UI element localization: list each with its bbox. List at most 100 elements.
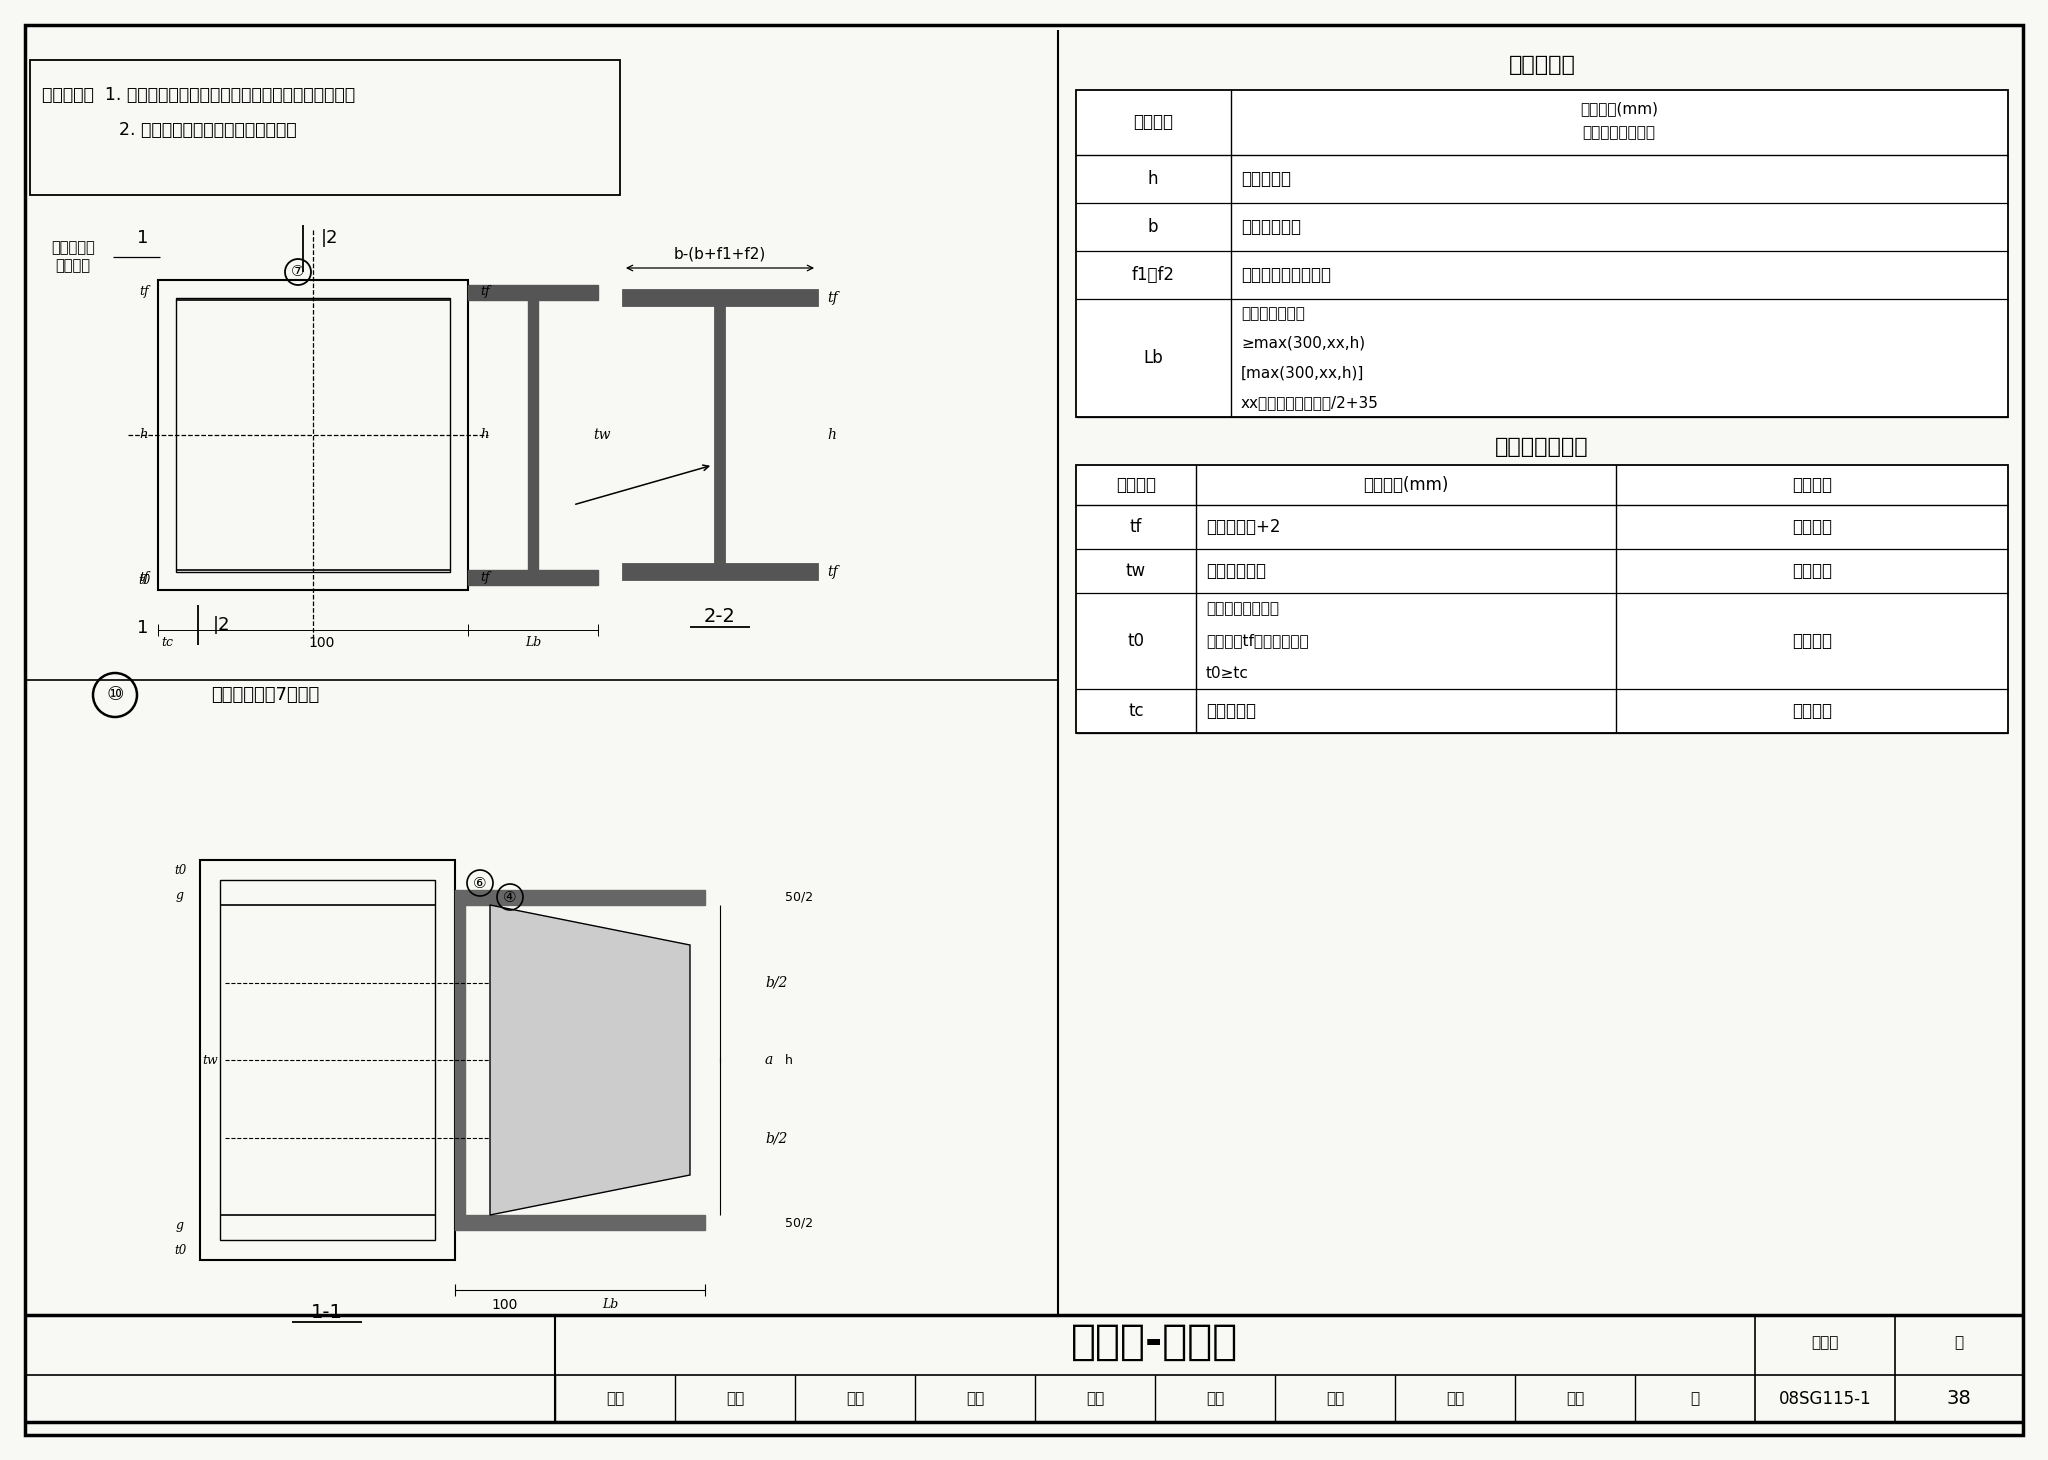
Text: 梁段连接长度：: 梁段连接长度： <box>1241 307 1305 321</box>
Text: tf: tf <box>139 571 150 584</box>
Text: f1、f2: f1、f2 <box>1130 266 1174 285</box>
Bar <box>528 299 539 569</box>
Text: 1-1: 1-1 <box>311 1302 342 1321</box>
Text: b: b <box>1147 218 1159 237</box>
Text: 未标注焊缝为7号焊缝: 未标注焊缝为7号焊缝 <box>211 686 319 704</box>
Text: ⑥: ⑥ <box>473 876 487 891</box>
Text: 取各方向tf的最大值，且: 取各方向tf的最大值，且 <box>1206 634 1309 648</box>
Text: xx一腹板拼接板长度/2+35: xx一腹板拼接板长度/2+35 <box>1241 394 1378 410</box>
Text: tw: tw <box>203 1054 217 1066</box>
Text: 梁截面高度: 梁截面高度 <box>1241 169 1290 188</box>
Text: tf: tf <box>479 571 489 584</box>
Text: 板厚符号: 板厚符号 <box>1116 476 1155 493</box>
Text: 1: 1 <box>137 619 150 637</box>
Bar <box>1075 464 2007 733</box>
Bar <box>715 307 725 564</box>
Text: 刘岩: 刘岩 <box>1085 1391 1104 1406</box>
Text: b/2: b/2 <box>766 1132 786 1145</box>
Text: t0≥tc: t0≥tc <box>1206 666 1249 680</box>
Text: 适用范围：  1. 多高层钢结构、钢－混凝土混合结构中的钢框架；: 适用范围： 1. 多高层钢结构、钢－混凝土混合结构中的钢框架； <box>43 86 354 104</box>
Text: tc: tc <box>1128 702 1145 720</box>
Text: 校对: 校对 <box>967 1391 985 1406</box>
Text: |2: |2 <box>213 616 231 634</box>
Text: 2-2: 2-2 <box>705 607 735 626</box>
Bar <box>623 564 817 580</box>
Text: 同梁腹板厚度: 同梁腹板厚度 <box>1206 562 1266 580</box>
Text: h: h <box>784 1054 793 1066</box>
Text: Lb: Lb <box>524 637 541 650</box>
Text: 100: 100 <box>309 637 336 650</box>
Text: g: g <box>176 1219 184 1231</box>
Text: Lb: Lb <box>602 1298 618 1311</box>
Bar <box>469 285 598 299</box>
Text: h: h <box>479 428 489 441</box>
Text: 板厚取值(mm): 板厚取值(mm) <box>1364 476 1448 493</box>
Text: tw: tw <box>594 428 610 442</box>
Bar <box>219 880 434 1240</box>
Text: t0: t0 <box>174 1244 186 1257</box>
Text: 王浩: 王浩 <box>1567 1391 1583 1406</box>
Text: h: h <box>827 428 836 442</box>
Text: 页: 页 <box>1690 1391 1700 1406</box>
Bar <box>455 891 705 905</box>
Text: 38: 38 <box>1948 1390 1972 1409</box>
Text: tf: tf <box>1130 518 1143 536</box>
Text: t0: t0 <box>137 574 150 587</box>
Text: 梁段翼缘宽度: 梁段翼缘宽度 <box>1241 218 1300 237</box>
Text: 参数名称: 参数名称 <box>1133 112 1174 131</box>
Text: 节点参数表: 节点参数表 <box>1509 55 1575 74</box>
Text: 节点钢板厚度表: 节点钢板厚度表 <box>1495 437 1589 457</box>
Text: ≥max(300,xx,h): ≥max(300,xx,h) <box>1241 336 1366 350</box>
Text: h: h <box>139 428 147 441</box>
Text: ⑩: ⑩ <box>106 686 123 705</box>
Text: 箱形柱-梁节点: 箱形柱-梁节点 <box>1071 1321 1239 1364</box>
Text: 梁翼缘厚度+2: 梁翼缘厚度+2 <box>1206 518 1280 536</box>
Text: |2: |2 <box>322 229 338 247</box>
Text: g: g <box>176 889 184 901</box>
Text: 与柱相同: 与柱相同 <box>1792 702 1833 720</box>
Text: h: h <box>1147 169 1159 188</box>
Text: 斗岩: 斗岩 <box>1206 1391 1225 1406</box>
Text: b/2: b/2 <box>766 975 786 990</box>
Text: 柱贯通隔板厚度：: 柱贯通隔板厚度： <box>1206 602 1280 616</box>
Bar <box>158 280 469 590</box>
Bar <box>455 905 465 1215</box>
Text: tf: tf <box>827 291 838 305</box>
Text: 柱截面壁厚: 柱截面壁厚 <box>1206 702 1255 720</box>
Text: tc: tc <box>162 637 172 650</box>
Bar <box>623 291 817 307</box>
Text: 设计: 设计 <box>1325 1391 1343 1406</box>
Text: tf: tf <box>139 286 150 298</box>
Text: 审核: 审核 <box>606 1391 625 1406</box>
Text: 与梁相同: 与梁相同 <box>1792 632 1833 650</box>
Text: 1: 1 <box>137 229 150 247</box>
Text: tf: tf <box>479 286 489 298</box>
Text: 图集号: 图集号 <box>1810 1336 1839 1350</box>
Text: 页: 页 <box>1954 1336 1964 1350</box>
Text: ④: ④ <box>504 889 516 905</box>
Text: 100: 100 <box>492 1298 518 1313</box>
Text: a: a <box>766 1053 774 1067</box>
Text: 王浩: 王浩 <box>1446 1391 1464 1406</box>
Text: 中林: 中林 <box>846 1391 864 1406</box>
Text: tf: tf <box>827 565 838 580</box>
Polygon shape <box>489 905 690 1215</box>
Text: 申林: 申林 <box>725 1391 743 1406</box>
Bar <box>455 1215 705 1229</box>
Text: 材质要求: 材质要求 <box>1792 476 1833 493</box>
Text: 08SG115-1: 08SG115-1 <box>1778 1390 1872 1407</box>
Text: 参数取值(mm): 参数取值(mm) <box>1579 102 1659 117</box>
Bar <box>176 298 451 572</box>
Text: [max(300,xx,h)]: [max(300,xx,h)] <box>1241 365 1364 380</box>
Text: 由梁柱定位关系确定: 由梁柱定位关系确定 <box>1241 266 1331 285</box>
Text: 与梁相同: 与梁相同 <box>1792 518 1833 536</box>
Text: 顶层钢柱延: 顶层钢柱延 <box>51 241 94 255</box>
Text: b-(b+f1+f2): b-(b+f1+f2) <box>674 247 766 261</box>
Bar <box>469 569 598 585</box>
Bar <box>201 860 455 1260</box>
Text: 50/2: 50/2 <box>784 1216 813 1229</box>
Text: 伸到此处: 伸到此处 <box>55 258 90 273</box>
Text: t0: t0 <box>174 863 186 876</box>
Text: 2. 抗震设防地区及非抗震设防地区。: 2. 抗震设防地区及非抗震设防地区。 <box>43 121 297 139</box>
Text: tw: tw <box>1126 562 1147 580</box>
